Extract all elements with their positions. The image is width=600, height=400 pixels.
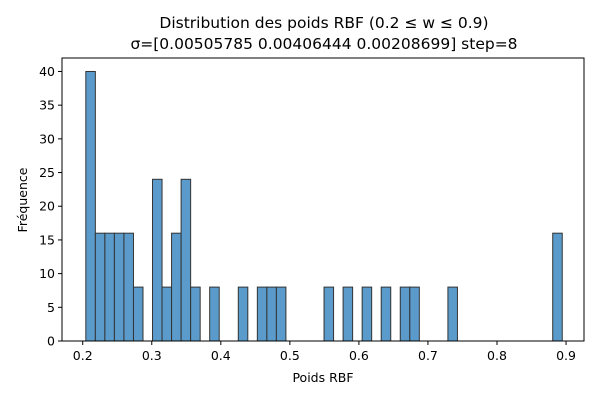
x-tick-label: 0.7	[418, 348, 438, 363]
histogram-bar	[256, 286, 268, 342]
histogram-bar	[409, 286, 420, 342]
chart-subtitle: σ=[0.00505785 0.00406444 0.00208699] ste…	[130, 35, 517, 53]
x-tick-label: 0.2	[73, 348, 93, 363]
histogram-bar	[447, 286, 458, 342]
histogram-bar	[237, 286, 249, 342]
histogram-bar	[380, 286, 392, 342]
histogram-bar	[266, 286, 277, 342]
histogram-bar	[180, 178, 192, 342]
histogram-bar	[190, 286, 201, 342]
histogram-bar	[342, 286, 354, 342]
x-tick-label: 0.6	[349, 348, 369, 363]
histogram-bar	[171, 232, 182, 342]
y-axis: 0 5 10 15 20 25 30 35 40	[39, 64, 62, 349]
x-tick-label: 0.5	[280, 348, 300, 363]
y-tick-label: 30	[39, 131, 55, 146]
y-tick-label: 15	[39, 232, 55, 247]
histogram-bar	[552, 232, 563, 342]
y-tick-label: 40	[39, 64, 55, 79]
x-axis: 0.2 0.3 0.4 0.5 0.6 0.7 0.8 0.9	[73, 341, 576, 363]
x-tick-label: 0.3	[142, 348, 162, 363]
histogram-bar	[132, 286, 144, 342]
bars-group	[85, 70, 563, 342]
x-tick-label: 0.4	[211, 348, 231, 363]
histogram-bar	[152, 178, 163, 342]
x-tick-label: 0.8	[487, 348, 507, 363]
histogram-bar	[104, 232, 115, 342]
histogram-bar	[94, 232, 106, 342]
histogram-bar	[113, 232, 125, 342]
histogram-bar	[123, 232, 134, 342]
y-tick-label: 25	[39, 165, 55, 180]
y-axis-label: Fréquence	[15, 167, 30, 232]
y-tick-label: 20	[39, 199, 55, 214]
chart-title: Distribution des poids RBF (0.2 ≤ w ≤ 0.…	[159, 14, 488, 32]
histogram-bar	[275, 286, 287, 342]
y-tick-label: 0	[47, 334, 55, 349]
histogram-bar	[399, 286, 411, 342]
histogram-bar	[323, 286, 335, 342]
y-tick-label: 5	[47, 300, 55, 315]
plot-frame	[61, 57, 585, 342]
x-axis-label: Poids RBF	[292, 370, 353, 385]
histogram-bar	[85, 70, 96, 342]
histogram-bar	[209, 286, 220, 342]
y-tick-label: 35	[39, 98, 55, 113]
histogram-bar	[161, 286, 173, 342]
y-tick-label: 10	[39, 266, 55, 281]
x-tick-label: 0.9	[556, 348, 576, 363]
histogram-bar	[361, 286, 373, 342]
